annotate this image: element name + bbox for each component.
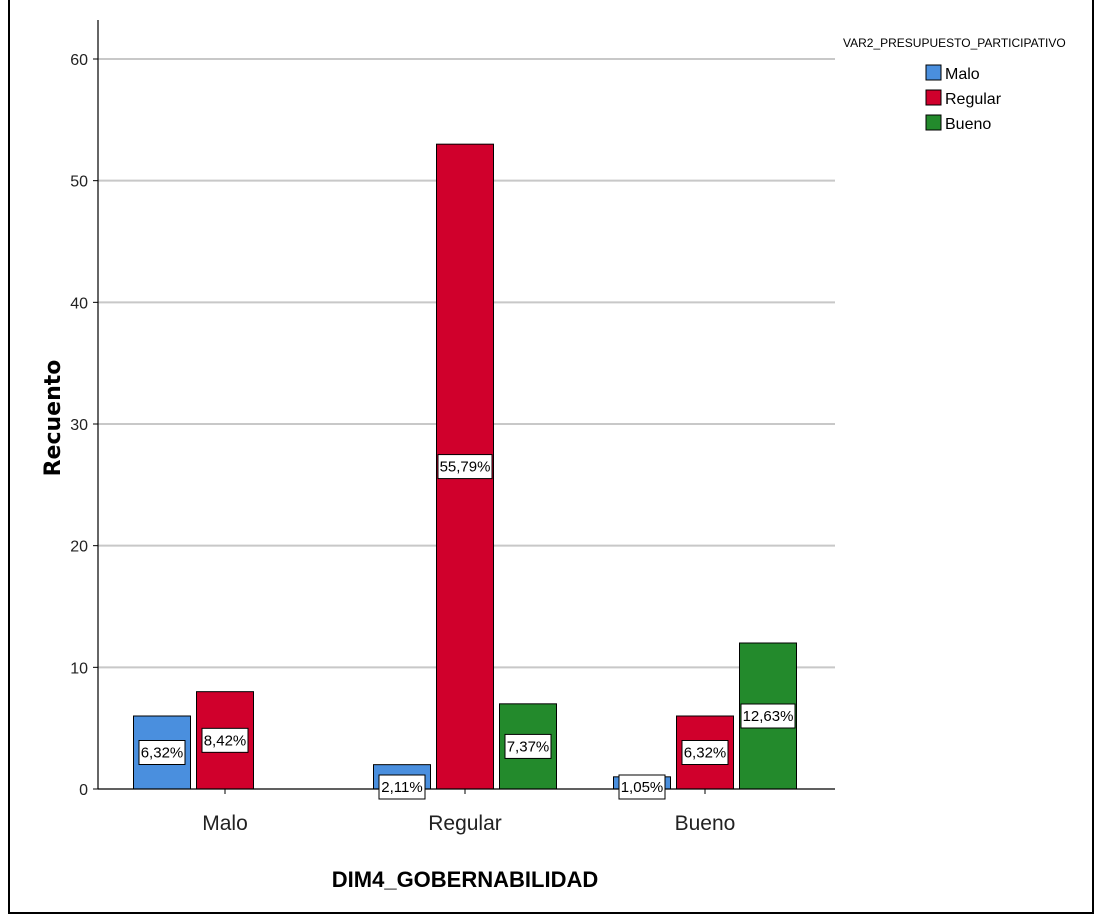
data-label-bueno-malo: 1,05% <box>621 779 664 796</box>
y-tick-label-40: 40 <box>70 295 88 312</box>
chart-frame: 0 10 20 30 40 50 60 Malo Regular Bueno 6,32% 8,42%… <box>8 0 1094 914</box>
data-label-bueno-regular: 6,32% <box>684 745 727 762</box>
legend-label-malo: Malo <box>945 66 980 83</box>
legend-title: VAR2_PRESUPUESTO_PARTICIPATIVO <box>843 36 1066 50</box>
y-tick-label-20: 20 <box>70 539 88 556</box>
x-axis-title: DIM4_GOBERNABILIDAD <box>332 867 598 892</box>
legend: VAR2_PRESUPUESTO_PARTICIPATIVO Malo Regul… <box>843 36 1066 133</box>
y-tick-label-10: 10 <box>70 660 88 677</box>
data-label-box-malo-regular <box>201 727 249 753</box>
data-label-regular-bueno: 7,37% <box>507 738 550 755</box>
data-label-malo-regular: 8,42% <box>204 732 247 749</box>
data-label-box-malo-malo <box>138 740 186 765</box>
x-category-label-regular: Regular <box>428 812 502 835</box>
data-label-regular-regular: 55,79% <box>440 459 491 476</box>
y-tick-label-60: 60 <box>70 52 88 69</box>
data-labels: 6,32% 8,42% 2,11% 55,79% 7,37% 1,05% 6,32% 12,6… <box>138 454 796 800</box>
x-category-label-bueno: Bueno <box>675 812 736 835</box>
x-category-label-malo: Malo <box>202 812 248 835</box>
data-label-box-bueno-regular <box>681 740 729 765</box>
data-label-box-bueno-bueno <box>740 703 796 729</box>
y-tick-label-50: 50 <box>70 174 88 191</box>
legend-swatch-malo <box>925 64 942 81</box>
y-tick-label-30: 30 <box>70 417 88 434</box>
legend-label-regular: Regular <box>945 91 1002 108</box>
bar-chart: 0 10 20 30 40 50 60 Malo Regular Bueno 6,32% 8,42%… <box>41 20 1066 892</box>
y-tick-label-0: 0 <box>79 782 88 799</box>
legend-swatch-regular <box>925 89 942 106</box>
data-label-box-regular-malo <box>378 774 426 800</box>
legend-label-bueno: Bueno <box>945 116 991 133</box>
data-label-box-regular-regular <box>437 454 493 480</box>
data-label-regular-malo: 2,11% <box>381 779 422 796</box>
legend-swatch-bueno <box>925 114 942 131</box>
data-label-malo-malo: 6,32% <box>141 745 184 762</box>
data-label-box-bueno-malo <box>618 774 666 800</box>
data-label-box-regular-bueno <box>504 733 552 759</box>
y-axis-title: Recuento <box>41 360 66 477</box>
data-label-bueno-bueno: 12,63% <box>743 708 794 725</box>
axes: 0 10 20 30 40 50 60 Malo Regular Bueno <box>70 20 835 835</box>
